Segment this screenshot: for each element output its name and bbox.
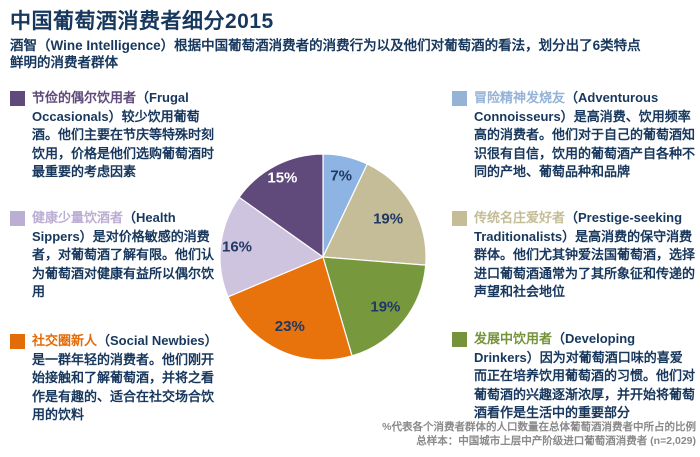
segment-title-en: （Developing Drinkers） bbox=[474, 331, 636, 365]
segment-title-en: （Social Newbies） bbox=[97, 333, 218, 348]
legend-swatch-prestige-seeking-traditionalists bbox=[452, 211, 467, 226]
segment-block-developing-drinkers: 发展中饮用者（Developing Drinkers）因为对葡萄酒口味的喜爱而正… bbox=[452, 330, 695, 423]
segment-description: 因为对葡萄酒口味的喜爱而正在培养饮用葡萄酒的习惯。他们对葡萄酒的兴趣逐渐浓厚，并… bbox=[474, 349, 696, 421]
segment-description: 是一群年轻的消费者。他们刚开始接触和了解葡萄酒，并将之看作是有趣的、适合在社交场… bbox=[32, 351, 215, 423]
footnote: %代表各个消费者群体的人口数量在总体葡萄酒消费者中所占的比例 总样本：中国城市上… bbox=[382, 420, 696, 448]
segment-title-en: （Health Sippers） bbox=[32, 210, 176, 244]
segment-text: 节俭的偶尔饮用者（Frugal Occasionals）较少饮用葡萄酒。他们主要… bbox=[32, 89, 225, 182]
segment-description: 是高消费的保守消费群体。他们尤其钟爱法国葡萄酒，选择进口葡萄酒通常为了其所象征和… bbox=[474, 228, 696, 300]
segment-text: 发展中饮用者（Developing Drinkers）因为对葡萄酒口味的喜爱而正… bbox=[474, 330, 695, 423]
pie-label-social-newbies: 23% bbox=[275, 318, 305, 335]
pie-label-health-sippers: 16% bbox=[222, 238, 252, 255]
pie-slice-frugal-occasionals bbox=[238, 153, 324, 259]
segment-title-en: （Frugal Occasionals） bbox=[32, 90, 189, 124]
pie-label-adventurous-connoisseurs: 7% bbox=[330, 168, 352, 185]
pie-label-frugal-occasionals: 15% bbox=[267, 169, 297, 186]
segment-title-cn: 社交圈新人 bbox=[32, 333, 98, 348]
legend-swatch-developing-drinkers bbox=[452, 332, 467, 347]
segment-title-en: （Prestige-seeking Traditionalists） bbox=[474, 210, 683, 244]
segment-text: 冒险精神发烧友（Adventurous Connoisseurs）是高消费、饮用… bbox=[474, 89, 695, 182]
segment-block-adventurous-connoisseurs: 冒险精神发烧友（Adventurous Connoisseurs）是高消费、饮用… bbox=[452, 89, 695, 182]
segment-title-cn: 发展中饮用者 bbox=[474, 331, 553, 346]
legend-swatch-social-newbies bbox=[10, 334, 25, 349]
segment-title-cn: 节俭的偶尔饮用者 bbox=[32, 90, 137, 105]
segment-text: 传统名庄爱好者（Prestige-seeking Traditionalists… bbox=[474, 209, 695, 302]
segment-block-prestige-seeking-traditionalists: 传统名庄爱好者（Prestige-seeking Traditionalists… bbox=[452, 209, 695, 302]
page-title: 中国葡萄酒消费者细分2015 bbox=[10, 10, 274, 33]
segment-text: 健康少量饮酒者（Health Sippers）是对价格敏感的消费者，对葡萄酒了解… bbox=[32, 209, 225, 302]
footnote-line1: %代表各个消费者群体的人口数量在总体葡萄酒消费者中所占的比例 bbox=[382, 421, 696, 433]
segment-description: 是对价格敏感的消费者，对葡萄酒了解有限。他们认为葡萄酒对健康有益所以偶尔饮用 bbox=[32, 228, 215, 300]
pie-slice-prestige-seeking-traditionalists bbox=[322, 163, 427, 266]
segment-description: 是高消费、饮用频率高的消费者。他们对于自己的葡萄酒知识很有自信，饮用的葡萄酒产自… bbox=[474, 108, 696, 180]
segment-title-cn: 冒险精神发烧友 bbox=[474, 90, 566, 105]
segment-title-en: （Adventurous Connoisseurs） bbox=[474, 90, 659, 124]
pie-slice-social-newbies bbox=[227, 256, 353, 361]
pie-chart-svg: 7% 19% 19% 23% 16% 15% bbox=[219, 153, 427, 361]
segment-description: 较少饮用葡萄酒。他们主要在节庆等特殊时刻饮用，价格是他们选购葡萄酒时最重要的考虑… bbox=[32, 108, 215, 180]
pie-label-prestige-seeking-traditionalists: 19% bbox=[373, 210, 403, 227]
pie-chart: 7% 19% 19% 23% 16% 15% bbox=[218, 152, 428, 362]
footnote-line2: 总样本：中国城市上层中产阶级进口葡萄酒消费者 (n=2,029) bbox=[416, 435, 696, 447]
segment-title-cn: 传统名庄爱好者 bbox=[474, 210, 566, 225]
legend-swatch-frugal-occasionals bbox=[10, 91, 25, 106]
segment-title-cn: 健康少量饮酒者 bbox=[32, 210, 124, 225]
segment-block-health-sippers: 健康少量饮酒者（Health Sippers）是对价格敏感的消费者，对葡萄酒了解… bbox=[10, 209, 225, 302]
segment-block-social-newbies: 社交圈新人（Social Newbies） 是一群年轻的消费者。他们刚开始接触和了… bbox=[10, 332, 225, 425]
legend-swatch-health-sippers bbox=[10, 211, 25, 226]
pie-label-developing-drinkers: 19% bbox=[370, 299, 400, 316]
pie-slice-health-sippers bbox=[219, 196, 325, 298]
page-subtitle: 酒智（Wine Intelligence）根据中国葡萄酒消费者的消费行为以及他们… bbox=[10, 38, 641, 70]
segment-block-frugal-occasionals: 节俭的偶尔饮用者（Frugal Occasionals）较少饮用葡萄酒。他们主要… bbox=[10, 89, 225, 182]
legend-swatch-adventurous-connoisseurs bbox=[452, 91, 467, 106]
segment-text: 社交圈新人（Social Newbies） 是一群年轻的消费者。他们刚开始接触和了… bbox=[32, 332, 225, 425]
pie-slice-developing-drinkers bbox=[322, 256, 427, 357]
